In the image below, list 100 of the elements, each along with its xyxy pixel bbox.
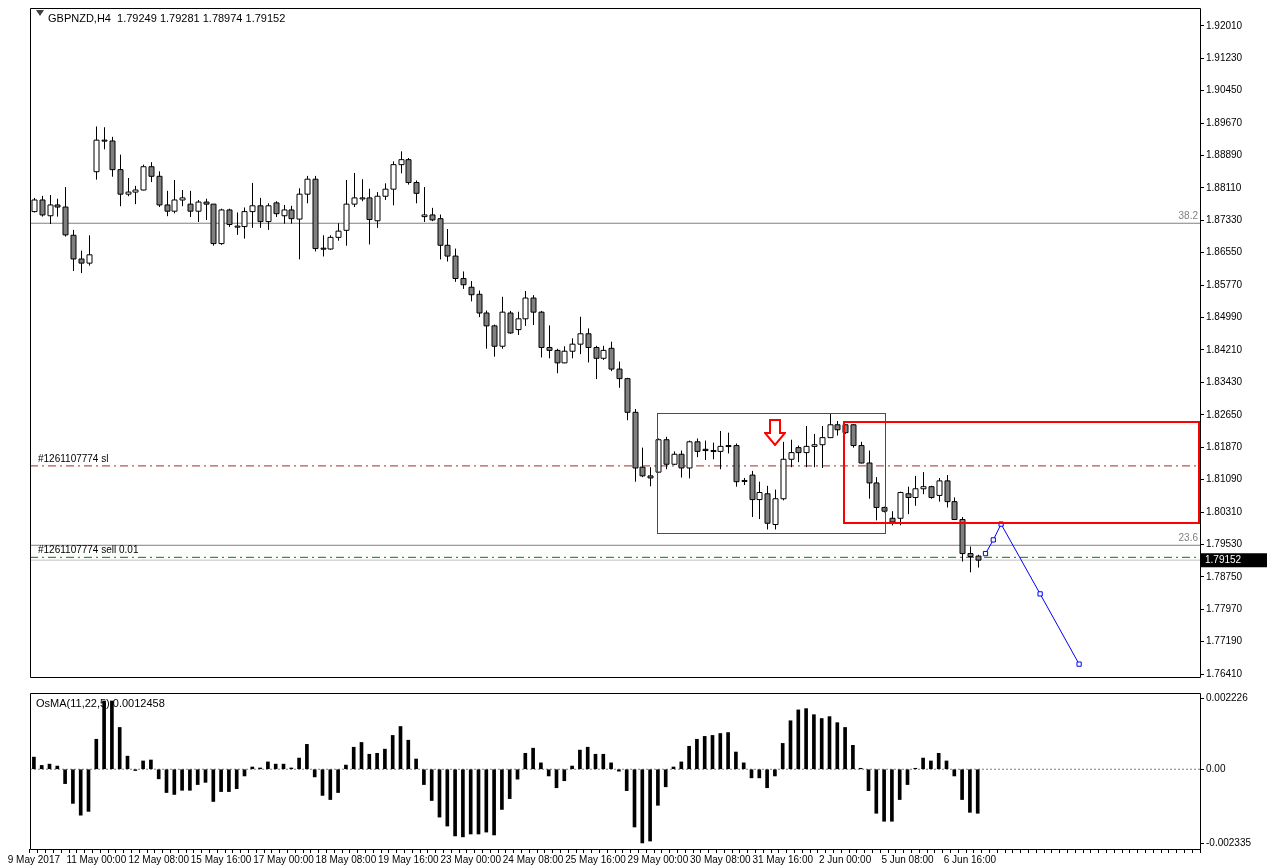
point xyxy=(1037,591,1043,597)
bar xyxy=(273,763,278,770)
bar xyxy=(507,769,512,799)
bar xyxy=(406,739,411,770)
bar xyxy=(305,744,309,770)
bar xyxy=(897,769,902,800)
bar xyxy=(765,769,769,789)
bar xyxy=(780,743,785,770)
bar xyxy=(874,769,879,814)
y-tick-label: 1.84990 xyxy=(1206,311,1243,323)
y-tick-label: 1.81090 xyxy=(1206,473,1243,485)
x-tick-label: 11 May 00:00 xyxy=(66,853,127,865)
x-tick-label: 5 Jun 08:00 xyxy=(881,853,935,865)
bar xyxy=(55,765,60,770)
bar xyxy=(819,718,824,770)
bar xyxy=(687,745,691,770)
bar xyxy=(312,769,317,778)
bar xyxy=(234,769,239,790)
y-tick-label: 1.76410 xyxy=(1206,667,1243,679)
y-tick-label: 1.84210 xyxy=(1206,343,1243,355)
bar xyxy=(523,752,528,770)
bar xyxy=(936,752,941,770)
bar xyxy=(484,769,489,833)
bar xyxy=(453,769,457,837)
bar xyxy=(804,708,808,770)
bar xyxy=(929,760,933,770)
y-tick-label: 1.83430 xyxy=(1206,376,1243,388)
bar xyxy=(617,769,621,772)
y-tick-label: 1.78750 xyxy=(1206,570,1243,582)
bar xyxy=(968,769,972,813)
bar xyxy=(718,733,723,770)
bar xyxy=(414,758,418,770)
bar xyxy=(539,762,543,770)
y-tick-label: 1.92010 xyxy=(1206,19,1243,31)
x-tick-label: 9 May 2017 xyxy=(7,853,61,865)
x-tick-label: 17 May 00:00 xyxy=(253,853,315,865)
bar xyxy=(336,769,340,793)
bar xyxy=(149,759,153,770)
point xyxy=(982,550,989,557)
bar xyxy=(78,769,83,816)
x-tick-label: 23 May 00:00 xyxy=(440,853,502,865)
bar xyxy=(500,769,504,810)
x-tick-label: 2 Jun 00:00 xyxy=(818,853,872,865)
bar xyxy=(663,769,668,788)
bar xyxy=(219,769,223,792)
y-tick-label: 1.88110 xyxy=(1206,181,1242,193)
bar xyxy=(211,769,216,802)
y-tick-label: 1.80310 xyxy=(1206,505,1243,517)
chart-title: OsMA(11,22,5) 0.0012458 xyxy=(36,696,165,709)
bar xyxy=(585,746,590,770)
x-tick-label: 29 May 00:00 xyxy=(627,853,689,865)
bar xyxy=(601,753,606,770)
bar xyxy=(648,769,652,842)
bar xyxy=(952,769,957,777)
x-tick-label: 31 May 16:00 xyxy=(752,853,814,865)
y-tick-label: 0.002226 xyxy=(1206,691,1249,703)
bar xyxy=(570,765,574,770)
bar xyxy=(351,746,356,770)
bar xyxy=(266,761,270,770)
bar xyxy=(445,769,450,827)
y-tick-label: 1.90450 xyxy=(1206,84,1243,96)
x-tick-label: 19 May 16:00 xyxy=(378,853,440,865)
bar xyxy=(383,748,387,770)
ref-line-label: #1261107774 sl xyxy=(38,452,109,464)
y-tick-label: 0.00 xyxy=(1206,763,1226,774)
bar xyxy=(94,738,99,770)
bar xyxy=(531,747,535,770)
bar xyxy=(110,700,114,770)
y-tick-label: 1.89670 xyxy=(1206,116,1243,128)
bar xyxy=(429,769,434,801)
bar xyxy=(156,769,161,780)
bar xyxy=(180,769,184,791)
y-tick-label: 1.87330 xyxy=(1206,214,1243,226)
bar xyxy=(609,762,613,770)
bar xyxy=(851,744,855,770)
y-tick-label: 1.85770 xyxy=(1206,278,1243,290)
y-tick-label: 1.86550 xyxy=(1206,246,1243,258)
bar xyxy=(578,749,582,770)
bar xyxy=(679,761,684,770)
y-tick-label: 1.82650 xyxy=(1206,408,1243,420)
bar xyxy=(741,762,746,770)
x-tick-label: 18 May 08:00 xyxy=(315,853,377,865)
x-tick-label: 30 May 08:00 xyxy=(690,853,752,865)
bar xyxy=(172,769,177,795)
bar xyxy=(702,736,707,770)
bar xyxy=(882,769,886,822)
bar xyxy=(63,769,67,784)
bar xyxy=(975,769,980,814)
bar xyxy=(461,769,465,838)
bar xyxy=(422,769,426,785)
ref-line-label: #1261107774 sell 0.01 xyxy=(38,544,139,556)
bar xyxy=(960,769,964,800)
bar xyxy=(39,765,44,770)
x-tick-label: 25 May 16:00 xyxy=(565,853,627,865)
bar xyxy=(640,769,645,844)
x-tick-label: 6 Jun 16:00 xyxy=(943,853,997,865)
bar xyxy=(726,732,730,770)
bar xyxy=(375,752,379,770)
bar xyxy=(227,769,231,792)
chart-title: GBPNZD,H4 1.79249 1.79281 1.78974 1.79152 xyxy=(48,11,286,24)
